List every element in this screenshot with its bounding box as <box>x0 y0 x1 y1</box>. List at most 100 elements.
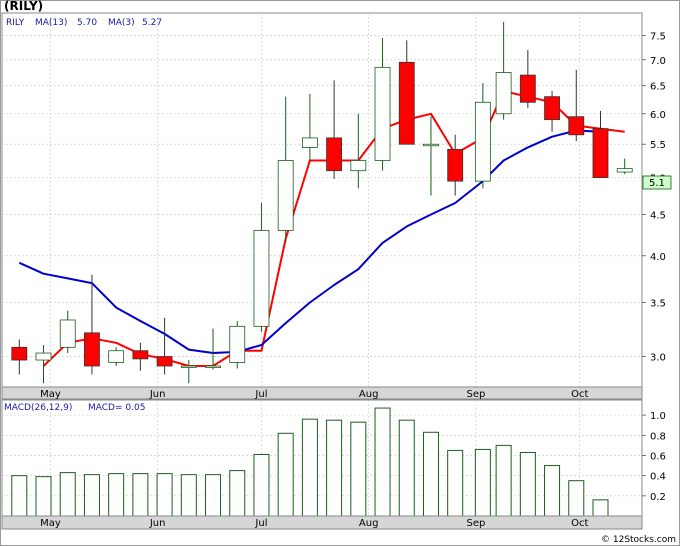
price-y-tick-label: 4.5 <box>650 211 666 222</box>
ma13-label: MA(13) <box>35 18 67 28</box>
macd-bar <box>59 472 76 517</box>
macd-bar <box>301 418 318 517</box>
candle-body-up <box>474 101 491 182</box>
chart-title: (RILY) <box>4 0 43 13</box>
macd-bar <box>229 470 246 517</box>
ticker-label: RILY <box>6 18 25 28</box>
macd-panel: 0.2 0.4 0.6 0.8 1.0 May Jun Jul Aug Sep Oct <box>1 399 666 530</box>
candle-body-down <box>568 116 585 136</box>
price-y-tick-label: 3.5 <box>650 299 666 310</box>
macd-bar <box>180 474 197 517</box>
candle-body-down <box>447 148 464 182</box>
ma3-value: 5.27 <box>142 18 162 28</box>
candle-body-down <box>398 61 415 145</box>
macd-y-tick-label: 1.0 <box>650 411 666 422</box>
price-gridlines <box>2 35 642 357</box>
candle-body-down <box>11 346 28 361</box>
candle-body-down <box>544 96 560 121</box>
last-price-value: 5.1 <box>649 178 665 189</box>
macd-bar <box>592 499 609 517</box>
ma3-label: MA(3) <box>108 18 135 28</box>
macd-bar <box>35 476 52 517</box>
macd-x-tick-label: Oct <box>571 518 588 529</box>
macd-y-tick-label: 0.8 <box>650 431 666 442</box>
price-y-tick-label: 6.0 <box>650 110 666 121</box>
candle-body-up <box>301 137 318 148</box>
macd-bar <box>11 475 28 517</box>
ma13-value: 5.70 <box>77 18 97 28</box>
candle-body-down <box>592 128 609 179</box>
price-y-tick-label: 4.0 <box>650 252 666 263</box>
macd-label: MACD(26,12,9) <box>4 403 72 413</box>
macd-x-tick-label: Jun <box>149 518 166 529</box>
macd-bar <box>326 419 343 517</box>
candle-body-up <box>616 168 633 173</box>
macd-bar <box>568 480 585 517</box>
macd-bar <box>83 474 100 517</box>
macd-value-label: MACD= 0.05 <box>88 403 145 413</box>
macd-x-tick-label: Jul <box>254 518 267 529</box>
macd-bar <box>447 449 464 517</box>
candlesticks <box>11 21 633 384</box>
candle-body-up <box>495 72 512 115</box>
ma13-line <box>18 129 601 354</box>
price-panel: 3.03.54.04.55.05.56.06.57.07.5 MayJunJul… <box>1 12 666 400</box>
macd-bar <box>519 451 536 517</box>
price-x-tick-label: Jun <box>149 389 166 400</box>
price-y-tick-label: 5.5 <box>650 140 666 151</box>
macd-x-tick-label: Sep <box>467 518 486 529</box>
macd-y-axis: 0.2 0.4 0.6 0.8 1.0 <box>642 411 666 503</box>
macd-x-axis: May Jun Jul Aug Sep Oct <box>40 518 588 529</box>
price-y-tick-label: 6.5 <box>650 82 666 93</box>
candle-body-down <box>156 356 173 367</box>
candle-body-up <box>180 365 197 368</box>
macd-x-axis-band <box>1 515 643 530</box>
price-x-axis-band <box>1 386 643 400</box>
price-y-tick-label: 7.0 <box>650 56 666 67</box>
macd-bar <box>495 444 512 517</box>
candle-body-down <box>519 74 536 103</box>
macd-bar <box>544 465 561 517</box>
candle-body-up <box>253 230 270 327</box>
macd-bar <box>108 473 125 517</box>
macd-bar <box>156 473 173 517</box>
macd-bar <box>422 431 439 517</box>
macd-bar <box>277 432 294 517</box>
candle-body-up <box>59 319 76 348</box>
candle-body-up <box>229 325 246 363</box>
macd-x-tick-label: Aug <box>359 518 379 529</box>
candle-body-up <box>423 143 439 147</box>
macd-bar <box>132 473 149 517</box>
price-y-tick-label: 7.5 <box>650 32 666 43</box>
macd-x-tick-label: May <box>40 518 61 529</box>
macd-bar <box>398 419 415 517</box>
price-x-tick-label: Oct <box>571 389 588 400</box>
last-price-badge: 5.1 <box>642 175 672 190</box>
price-x-tick-label: Jul <box>254 389 267 400</box>
macd-bar <box>205 474 222 517</box>
candle-body-down <box>84 332 100 367</box>
macd-y-tick-label: 0.4 <box>650 472 666 483</box>
macd-bar <box>474 448 491 517</box>
candle-body-up <box>374 66 391 161</box>
price-x-tick-label: May <box>40 389 61 400</box>
candle-body-up <box>350 160 367 172</box>
macd-y-tick-label: 0.2 <box>650 492 666 503</box>
price-x-tick-label: Sep <box>467 389 486 400</box>
candle-body-up <box>205 365 221 368</box>
candle-body-down <box>132 350 149 360</box>
macd-bar <box>350 421 367 517</box>
candle-body-up <box>277 160 294 231</box>
price-x-axis: May Jun Jul Aug Sep Oct <box>40 389 588 400</box>
candle-body-up <box>108 350 125 363</box>
candle-body-down <box>326 137 343 172</box>
macd-bar <box>253 453 270 517</box>
price-plot-area <box>1 12 643 388</box>
candle-body-up <box>35 352 52 361</box>
price-y-tick-label: 3.0 <box>650 353 666 364</box>
macd-bar <box>374 407 391 517</box>
price-x-tick-label: Aug <box>359 389 379 400</box>
watermark: © 12Stocks.com <box>601 535 676 545</box>
macd-y-tick-label: 0.6 <box>650 451 666 462</box>
